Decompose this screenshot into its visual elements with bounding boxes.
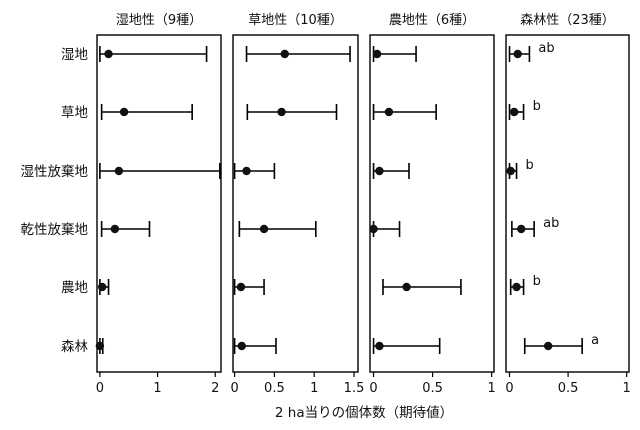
estimate-point	[517, 224, 526, 234]
category-label: 乾性放棄地	[21, 222, 89, 238]
estimate-point	[384, 107, 394, 117]
x-tick-label: 1	[487, 381, 495, 396]
x-tick-label: 0.5	[264, 381, 285, 396]
panel: 農地性（6種） 0 0.5 1	[369, 12, 496, 396]
estimate-point	[259, 224, 269, 234]
significance-letter: b	[533, 99, 541, 114]
estimate-point	[236, 282, 246, 292]
estimate-point	[510, 107, 519, 117]
category-label: 湿性放棄地	[21, 164, 89, 180]
x-tick-label: 0	[369, 381, 377, 396]
panel: 草地性（10種） 0 0.5 1 1.5	[230, 12, 364, 396]
estimate-point	[543, 341, 553, 351]
estimate-point	[375, 341, 384, 351]
x-tick-label: 0	[505, 381, 513, 396]
x-tick-label: 2	[211, 381, 219, 396]
panel-frame	[369, 34, 495, 373]
x-tick-label: 1	[153, 381, 161, 396]
significance-letter: ab	[538, 41, 554, 56]
estimate-point	[280, 49, 289, 59]
panel-title: 森林性（23種）	[520, 12, 615, 28]
panel-frame	[232, 34, 359, 373]
x-axis-label: 2 ha当りの個体数（期待値）	[275, 405, 453, 421]
category-label: 森林	[61, 339, 88, 355]
estimate-point	[513, 49, 522, 59]
estimate-point	[512, 282, 521, 292]
panel-title: 湿地性（9種）	[116, 12, 202, 28]
category-label: 草地	[61, 105, 88, 121]
x-tick-label: 0.5	[422, 381, 443, 396]
panel-frame	[96, 34, 222, 373]
x-tick-label: 1.5	[344, 381, 365, 396]
x-tick-label: 0.5	[558, 381, 579, 396]
estimate-point	[375, 166, 384, 176]
x-tick-label: 1	[623, 381, 631, 396]
significance-letter: ab	[543, 216, 559, 231]
x-tick-label: 0	[96, 381, 104, 396]
estimate-point	[277, 107, 286, 117]
panel-title: 草地性（10種）	[248, 12, 343, 28]
estimate-point	[372, 49, 382, 59]
panel: 森林性（23種） 0 0.5 1 ab b b ab b a	[505, 12, 631, 396]
estimate-point	[104, 49, 113, 59]
panel-title: 農地性（6種）	[389, 12, 475, 28]
category-label: 農地	[61, 280, 88, 296]
estimate-point	[97, 282, 107, 292]
panel-frame	[505, 34, 630, 373]
significance-letter: a	[591, 333, 599, 348]
x-tick-label: 0	[230, 381, 238, 396]
estimate-point	[110, 224, 120, 234]
estimate-point	[402, 282, 411, 292]
estimate-point	[114, 166, 124, 176]
estimate-point	[237, 341, 246, 351]
category-label: 湿地	[61, 47, 88, 63]
estimate-point	[95, 341, 105, 351]
estimate-point	[242, 166, 251, 176]
estimate-point	[119, 107, 129, 117]
significance-letter: b	[533, 274, 541, 289]
panel: 湿地性（9種） 0 1 2	[95, 12, 222, 396]
x-tick-label: 1	[310, 381, 318, 396]
significance-letter: b	[526, 158, 534, 173]
estimate-point	[369, 224, 378, 234]
estimate-point	[506, 166, 515, 176]
